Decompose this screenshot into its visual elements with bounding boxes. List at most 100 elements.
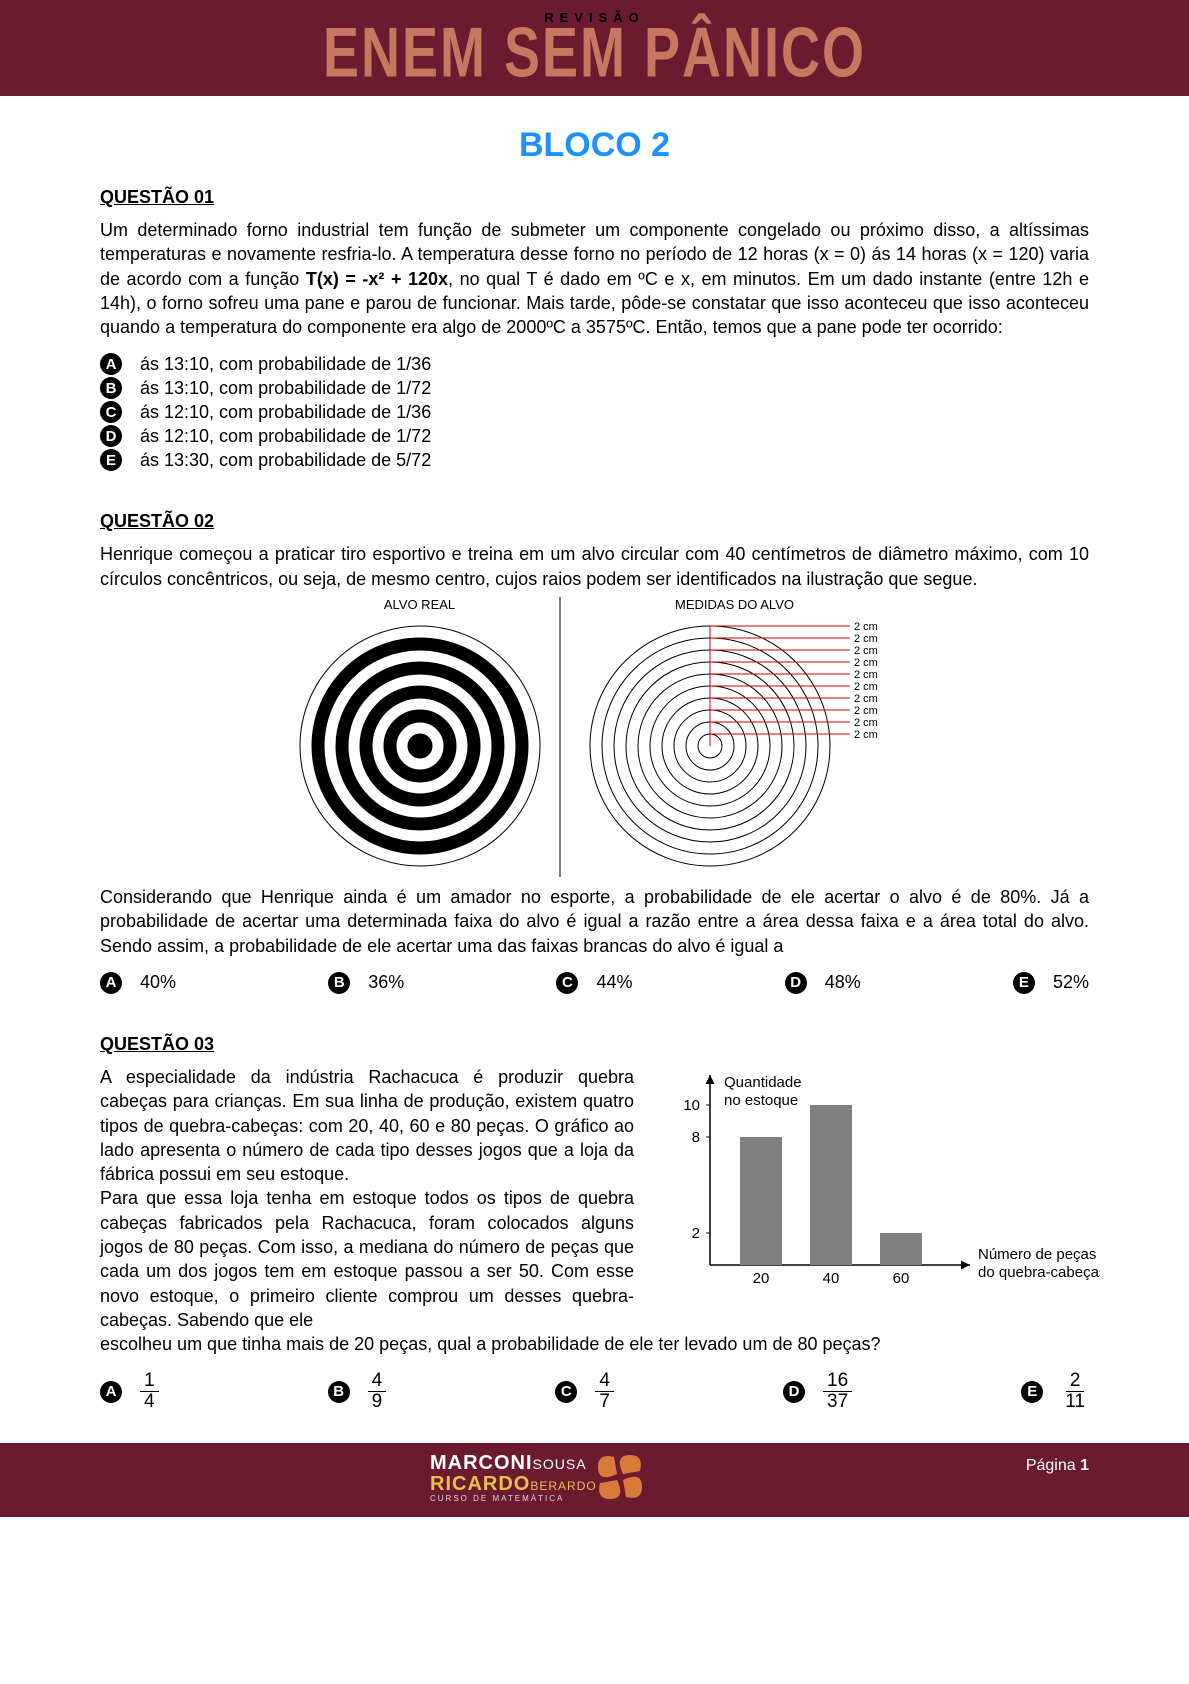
q3-two-col: A especialidade da indústria Rachacuca é… [100,1065,1089,1332]
q2-options: A40% B 36% C 44% D 48% E 52% [100,972,1089,994]
option-letter: D [783,1381,805,1403]
svg-text:2 cm: 2 cm [854,693,878,705]
q3-chart-wrap: Quantidadeno estoque Número de peçasdo qu… [660,1065,1100,1332]
footer-page: Página 1 [1026,1457,1089,1475]
option-letter: D [785,972,807,994]
svg-text:2 cm: 2 cm [854,705,878,717]
q3-opt-c[interactable]: C 47 [555,1371,614,1414]
svg-text:2 cm: 2 cm [854,729,878,741]
option-letter: C [556,972,578,994]
page-body: BLOCO 2 QUESTÃO 01 Um determinado forno … [0,96,1189,1413]
svg-text:2 cm: 2 cm [854,633,878,645]
option-text: 40% [140,972,176,993]
option-letter: A [100,1381,122,1403]
option-fraction: 14 [140,1371,159,1414]
page-footer: MARCONISOUSA RICARDOBERARDO CURSO DE MAT… [0,1443,1189,1517]
q1-opt-d[interactable]: Dás 12:10, com probabilidade de 1/72 [100,425,1089,447]
q2-label-left: ALVO REAL [290,597,550,612]
q3-text: A especialidade da indústria Rachacuca é… [100,1065,634,1332]
option-fraction: 47 [595,1371,614,1414]
svg-text:2: 2 [692,1225,700,1242]
option-text: ás 12:10, com probabilidade de 1/36 [140,402,431,423]
q3-options: A 14 B 49 C 47 D 1637 E 211 [100,1371,1089,1414]
option-text: 36% [368,972,404,993]
option-letter: B [100,377,122,399]
svg-text:40: 40 [823,1270,840,1287]
option-fraction: 1637 [823,1371,852,1414]
svg-text:2 cm: 2 cm [854,621,878,633]
svg-text:2 cm: 2 cm [854,717,878,729]
option-letter: B [328,1381,350,1403]
q2-target-measure: MEDIDAS DO ALVO 2 cm2 cm2 cm2 cm2 cm2 cm… [570,597,900,881]
option-letter: C [100,401,122,423]
q1-formula: T(x) = -x² + 120x [306,269,448,289]
q1-text: Um determinado forno industrial tem funç… [100,218,1089,339]
q1-opt-a[interactable]: Aás 13:10, com probabilidade de 1/36 [100,353,1089,375]
svg-text:2 cm: 2 cm [854,657,878,669]
q2-target-real: ALVO REAL [290,597,550,881]
q2-opt-d[interactable]: D 48% [785,972,861,994]
q3-opt-e[interactable]: E 211 [1021,1371,1089,1414]
block-title: BLOCO 2 [100,126,1089,165]
target-measure-svg: 2 cm2 cm2 cm2 cm2 cm2 cm2 cm2 cm2 cm2 cm [570,616,900,876]
q2-figure: ALVO REAL MEDIDAS DO ALVO 2 cm2 cm2 cm2 … [100,597,1089,881]
svg-text:Número de peças: Número de peças [978,1246,1096,1263]
q1-options: Aás 13:10, com probabilidade de 1/36 Bás… [100,353,1089,471]
q3-opt-b[interactable]: B 49 [328,1371,387,1414]
q1-heading: QUESTÃO 01 [100,187,1089,208]
q3-bar-chart: Quantidadeno estoque Número de peçasdo qu… [660,1065,1100,1305]
svg-text:no estoque: no estoque [724,1092,798,1109]
q1-opt-e[interactable]: Eás 13:30, com probabilidade de 5/72 [100,449,1089,471]
option-text: 52% [1053,972,1089,993]
q2-opt-e[interactable]: E 52% [1013,972,1089,994]
svg-text:2 cm: 2 cm [854,669,878,681]
q2-heading: QUESTÃO 02 [100,511,1089,532]
q3-opt-d[interactable]: D 1637 [783,1371,852,1414]
q2-opt-b[interactable]: B 36% [328,972,404,994]
option-text: 44% [596,972,632,993]
target-real-svg [290,616,550,876]
svg-text:10: 10 [683,1097,700,1114]
option-text: 48% [825,972,861,993]
option-text: ás 13:30, com probabilidade de 5/72 [140,450,431,471]
q2-opt-c[interactable]: C 44% [556,972,632,994]
brand-line2: RICARDOBERARDO [430,1474,597,1495]
option-text: ás 13:10, com probabilidade de 1/36 [140,354,431,375]
option-letter: E [100,449,122,471]
option-letter: C [555,1381,577,1403]
option-text: ás 12:10, com probabilidade de 1/72 [140,426,431,447]
q1-opt-b[interactable]: Bás 13:10, com probabilidade de 1/72 [100,377,1089,399]
header-title: ENEM SEM PÂNICO [0,22,1189,85]
option-letter: E [1013,972,1035,994]
svg-text:2 cm: 2 cm [854,645,878,657]
option-fraction: 49 [368,1371,387,1414]
svg-text:2 cm: 2 cm [854,681,878,693]
q2-text-bottom: Considerando que Henrique ainda é um ama… [100,885,1089,958]
q1-opt-c[interactable]: Cás 12:10, com probabilidade de 1/36 [100,401,1089,423]
footer-brand: MARCONISOUSA RICARDOBERARDO CURSO DE MAT… [430,1453,597,1503]
footer-logo-icon [590,1447,650,1507]
svg-text:do quebra-cabeças: do quebra-cabeças [978,1264,1100,1281]
q2-opt-a[interactable]: A40% [100,972,176,994]
option-text: ás 13:10, com probabilidade de 1/72 [140,378,431,399]
option-letter: A [100,353,122,375]
brand-line3: CURSO DE MATEMÁTICA [430,1495,597,1503]
q3-opt-a[interactable]: A 14 [100,1371,159,1414]
svg-text:60: 60 [893,1270,910,1287]
page-header: REVISÃO ENEM SEM PÂNICO [0,0,1189,96]
q2-text-top: Henrique começou a praticar tiro esporti… [100,542,1089,591]
q2-label-right: MEDIDAS DO ALVO [570,597,900,612]
q3-heading: QUESTÃO 03 [100,1034,1089,1055]
option-letter: E [1021,1381,1043,1403]
svg-text:20: 20 [753,1270,770,1287]
svg-text:Quantidade: Quantidade [724,1074,802,1091]
q2-divider [550,597,570,877]
brand-line1: MARCONISOUSA [430,1453,597,1474]
page-number: 1 [1080,1457,1089,1474]
option-letter: B [328,972,350,994]
svg-text:8: 8 [692,1129,700,1146]
q3-text-tail: escolheu um que tinha mais de 20 peças, … [100,1332,1089,1356]
option-fraction: 211 [1061,1371,1089,1414]
option-letter: D [100,425,122,447]
page-label: Página [1026,1457,1080,1474]
